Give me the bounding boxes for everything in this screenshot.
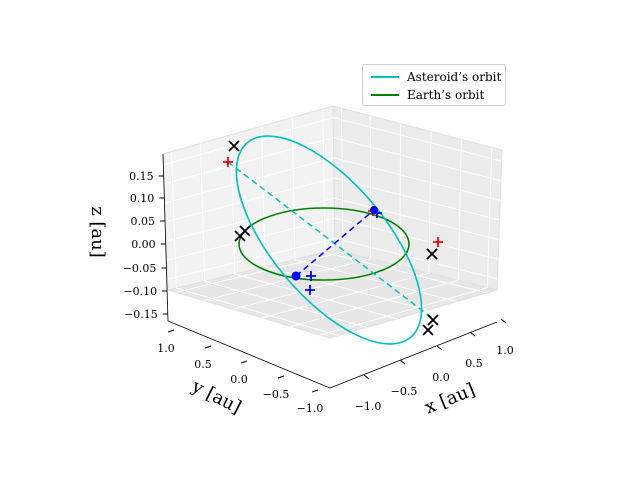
pane-gridline xyxy=(167,237,498,280)
z-tick-label: −0.05 xyxy=(123,262,157,275)
y-axis-line xyxy=(167,320,331,389)
z-axis-line xyxy=(162,153,169,322)
floor-gridline xyxy=(176,287,339,337)
x-tick-label: 0.5 xyxy=(465,357,483,370)
floor-gridline xyxy=(320,287,488,336)
legend-swatch-earth xyxy=(371,94,399,96)
x-tick xyxy=(363,374,370,380)
x-tick xyxy=(469,331,476,337)
y-tick xyxy=(167,329,175,333)
node-line xyxy=(295,209,375,277)
floor-gridline xyxy=(261,272,430,319)
black-x-marker xyxy=(427,314,439,326)
floor-gridline xyxy=(264,266,427,311)
legend-item-earth: Earth’s orbit xyxy=(371,86,484,104)
z-tick-label: −0.15 xyxy=(124,308,158,321)
black-x-marker xyxy=(228,140,240,152)
y-tick xyxy=(277,375,285,379)
x-tick xyxy=(500,318,507,324)
z-tick-label: 0.05 xyxy=(131,215,156,228)
z-axis-label: z [au] xyxy=(87,206,108,258)
legend-swatch-asteroid xyxy=(371,76,399,78)
blue-plus-marker xyxy=(305,285,315,295)
asteroid-orbit xyxy=(235,135,423,345)
x-tick-label: 1.0 xyxy=(496,344,514,357)
legend: Asteroid’s orbit Earth’s orbit xyxy=(362,64,506,106)
x-tick-label: 0.0 xyxy=(432,371,450,384)
marks xyxy=(223,140,443,336)
y-tick-label: −0.5 xyxy=(263,388,290,401)
pane-gridline xyxy=(165,177,500,223)
pane-gridline xyxy=(163,117,502,166)
y-tick-label: 1.0 xyxy=(157,342,175,355)
z-tick-label: −0.10 xyxy=(123,285,157,298)
x-tick-label: −0.5 xyxy=(391,385,418,398)
earth-orbit xyxy=(238,207,410,281)
floor-gridline xyxy=(234,273,397,320)
x-tick xyxy=(399,359,406,365)
pane-gridline xyxy=(166,197,499,242)
pane-gridline xyxy=(163,137,502,185)
y-tick-label: 0.5 xyxy=(194,358,212,371)
floor-gridline xyxy=(294,259,458,303)
legend-item-asteroid: Asteroid’s orbit xyxy=(371,68,501,86)
apsis-line xyxy=(227,161,433,319)
red-plus-marker xyxy=(223,157,233,167)
red-plus-marker xyxy=(433,237,443,247)
z-tick-label: 0.15 xyxy=(129,170,154,183)
black-x-marker xyxy=(426,248,438,260)
earth-position-dot xyxy=(291,271,301,281)
y-tick xyxy=(311,389,319,393)
z-tick-label: 0.10 xyxy=(130,192,155,205)
floor-gridline xyxy=(204,280,367,328)
z-tick-label: 0.00 xyxy=(131,238,156,251)
orbits xyxy=(235,135,423,345)
x-axis-line xyxy=(329,321,498,389)
black-x-marker xyxy=(422,324,434,336)
floor-gridline xyxy=(324,251,488,294)
x-axis-label: x [au] xyxy=(422,379,478,418)
blue-plus-marker xyxy=(306,271,316,281)
y-tick xyxy=(240,360,248,364)
x-tick-label: −1.0 xyxy=(355,400,382,413)
x-tick xyxy=(436,345,443,351)
pane-gridline xyxy=(166,217,499,261)
y-tick xyxy=(204,345,212,349)
legend-label-asteroid: Asteroid’s orbit xyxy=(407,70,502,84)
legend-label-earth: Earth’s orbit xyxy=(407,88,485,102)
floor-gridline xyxy=(290,279,459,327)
black-x-marker xyxy=(239,225,251,237)
earth-position-dot xyxy=(370,206,378,214)
ticks: 0.15 0.10 0.05 0.00 −0.05 −0.10 −0.15 1.0 0.5 0.0… xyxy=(123,170,514,415)
y-tick-label: −1.0 xyxy=(297,402,324,415)
y-tick-label: 0.0 xyxy=(230,373,248,386)
gridlines xyxy=(163,108,502,337)
pane-gridline xyxy=(164,157,501,204)
